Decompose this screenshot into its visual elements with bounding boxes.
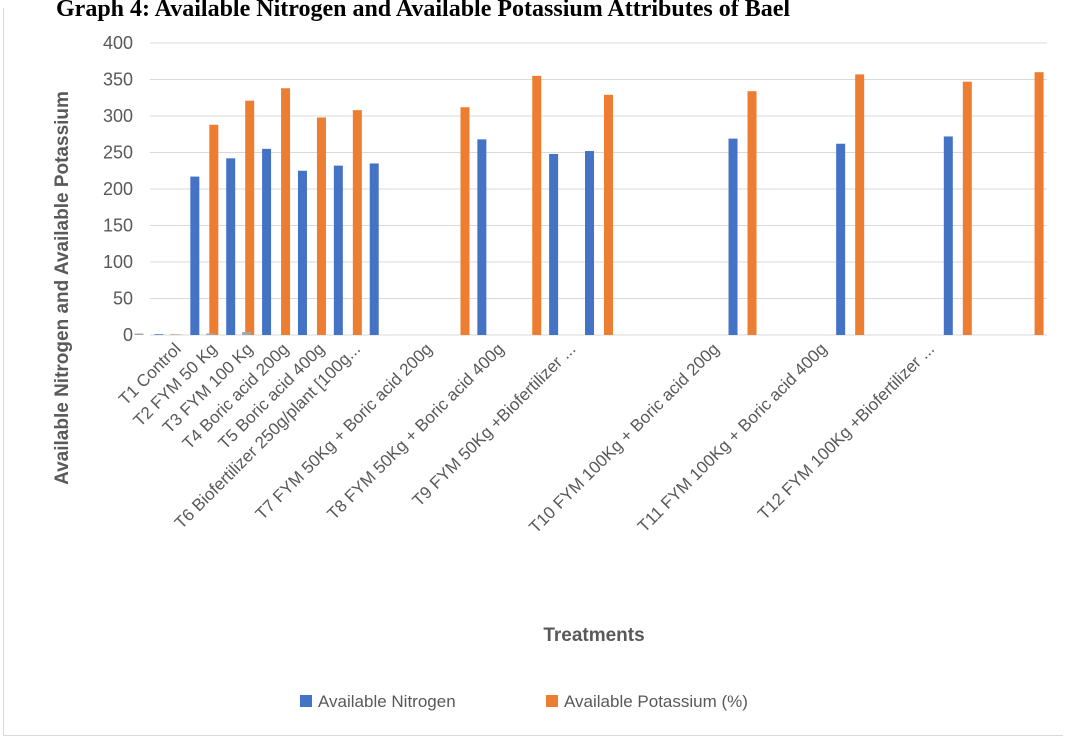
legend: Available Nitrogen Available Potassium (%… (300, 692, 748, 711)
legend-swatch (300, 695, 312, 707)
bar-series-0-cat-19 (836, 143, 846, 335)
legend-swatch (546, 695, 558, 707)
bar-series-0-cat-6 (369, 163, 379, 335)
y-tick-label: 50 (113, 289, 133, 309)
y-axis-title: Available Nitrogen and Available Potassi… (52, 91, 73, 485)
bar-series-0-cat-5 (333, 165, 343, 335)
y-tick-label: 200 (103, 179, 133, 199)
legend-label: Available Nitrogen (318, 692, 456, 711)
y-tick-label: 250 (103, 143, 133, 163)
bar-series-1-cat-10 (532, 75, 542, 335)
bar-series-2-cat-3 (242, 332, 252, 335)
y-tick-label: 300 (103, 106, 133, 126)
chart-title: Graph 4: Available Nitrogen and Availabl… (56, 0, 791, 22)
bar-series-1-cat-19 (855, 74, 865, 335)
bar-series-2-cat-1 (170, 334, 180, 335)
bar-series-1-cat-3 (281, 88, 291, 335)
bar-series-0-cat-4 (297, 170, 307, 335)
x-axis-title: Treatments (543, 625, 644, 646)
legend-label: Available Potassium (%) (564, 692, 748, 711)
bar-series-1-cat-5 (352, 110, 362, 335)
bar-series-2-cat-2 (206, 333, 216, 335)
y-tick-label: 400 (103, 33, 133, 53)
bar-series-1-cat-4 (316, 117, 326, 336)
bar-series-1-cat-12 (604, 94, 613, 335)
bar-series-0-cat-11 (549, 153, 559, 335)
chart-frame: Graph 4: Available Nitrogen and Availabl… (3, 0, 1063, 736)
x-tick-label: T11 FYM 100Kg + Boric acid 400g (634, 339, 831, 536)
bars (134, 72, 1044, 336)
y-tick-label: 100 (103, 252, 133, 272)
bar-series-0-cat-22 (943, 136, 953, 335)
bar-series-1-cat-2 (245, 100, 255, 335)
bar-series-1-cat-22 (962, 81, 972, 335)
y-axis-ticks: 0 50 100 150 200 250 300 350 400 (103, 33, 133, 345)
bar-series-2-cat-0 (134, 333, 144, 335)
bar-series-1-cat-24 (1034, 72, 1044, 335)
bar-series-0-cat-2 (226, 158, 236, 335)
y-tick-label: 0 (123, 325, 133, 345)
bar-series-0-cat-16 (728, 138, 738, 335)
bar-series-0-cat-12 (585, 151, 594, 335)
bar-series-0-cat-0 (154, 334, 164, 335)
bar-series-0-cat-1 (190, 176, 200, 335)
y-tick-label: 350 (103, 70, 133, 90)
bar-series-0-cat-3 (262, 148, 272, 335)
bar-series-1-cat-1 (209, 124, 219, 335)
bar-series-1-cat-8 (460, 107, 470, 336)
bar-series-0-cat-9 (477, 139, 487, 335)
bar-series-1-cat-16 (747, 91, 757, 336)
x-tick-label: T12 FYM 100Kg +Biofertilizer ... (754, 339, 938, 523)
y-tick-label: 150 (103, 216, 133, 236)
